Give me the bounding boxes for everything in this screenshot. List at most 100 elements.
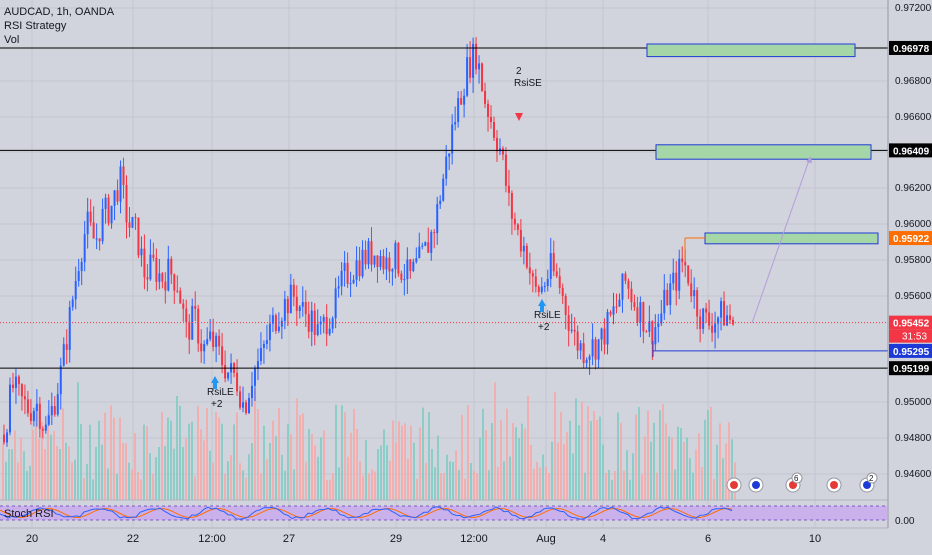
level-price-label[interactable]	[889, 143, 932, 158]
level-price-label[interactable]	[889, 361, 932, 376]
volume-bar	[713, 478, 715, 500]
candle-body	[717, 317, 720, 324]
volume-bar	[422, 407, 424, 500]
candle-body	[567, 315, 570, 331]
candle-body	[591, 339, 594, 357]
legend-symbol[interactable]: AUDCAD, 1h, OANDA	[4, 6, 115, 18]
candle-body	[373, 255, 376, 265]
candle-body	[624, 273, 627, 281]
volume-bar	[596, 420, 598, 500]
legend-volume[interactable]: Vol	[4, 34, 20, 46]
time-axis[interactable]: 20 22 12:00 27 29 12:00 Aug 4 6 10	[26, 533, 821, 545]
candle-body	[376, 255, 379, 268]
support-price-label[interactable]	[889, 343, 932, 358]
volume-bar	[47, 413, 49, 500]
countdown-text: 31:53	[902, 332, 927, 343]
candle-body	[600, 328, 603, 340]
target-zone[interactable]	[704, 232, 879, 245]
candle-body	[253, 368, 256, 386]
resistance-price-label[interactable]	[889, 231, 932, 246]
volume-bar	[620, 422, 622, 500]
candle-body	[543, 286, 546, 288]
volume-bar	[68, 446, 70, 500]
volume-bar	[515, 427, 517, 500]
current-price-label[interactable]	[889, 315, 932, 330]
volume-bar	[365, 440, 367, 500]
volume-bar	[671, 437, 673, 500]
candle-body	[501, 148, 504, 155]
volume-bar	[29, 465, 31, 500]
candle-body	[418, 246, 421, 259]
time-tick-label: 10	[809, 533, 821, 545]
candles	[3, 37, 735, 447]
candle-body	[298, 306, 301, 311]
target-zone[interactable]	[655, 144, 872, 160]
candle-body	[113, 190, 116, 206]
candle-body	[143, 248, 146, 278]
volume-bar	[170, 420, 172, 500]
price-tick-label: 0.97200	[895, 3, 932, 14]
projection-line[interactable]	[751, 157, 811, 324]
candle-body	[256, 361, 259, 369]
candle-body	[110, 205, 113, 224]
candle-body	[537, 286, 540, 293]
event-count-badge	[791, 472, 803, 484]
event-count-badge	[866, 472, 878, 484]
candle-body	[304, 301, 307, 315]
candle-body	[603, 328, 606, 345]
candle-body	[660, 313, 663, 324]
candle-body	[71, 299, 74, 308]
candle-body	[265, 340, 268, 344]
price-axis[interactable]	[887, 0, 932, 550]
volume-bar	[266, 459, 268, 500]
candle-body	[651, 321, 654, 345]
target-zone[interactable]	[646, 43, 856, 58]
time-tick-label: 27	[283, 533, 295, 545]
candle-body	[50, 406, 53, 416]
volume-bar	[533, 468, 535, 500]
candle-body	[487, 103, 490, 117]
volume-bar	[311, 433, 313, 500]
candle-body	[32, 410, 35, 421]
candle-body	[29, 413, 32, 421]
candle-body	[588, 356, 591, 360]
candle-body	[212, 331, 215, 347]
candle-body	[158, 273, 161, 282]
volume-bar	[629, 479, 631, 500]
volume-bar	[95, 446, 97, 500]
volume-bar	[206, 408, 208, 500]
candle-body	[128, 222, 131, 228]
legend-strategy[interactable]: RSI Strategy	[4, 20, 67, 32]
stoch-k-line	[0, 506, 733, 520]
volume-bar	[356, 428, 358, 500]
volume-bar	[578, 425, 580, 500]
candle-body	[218, 335, 221, 347]
level-price-label[interactable]	[889, 40, 932, 55]
volume-bar	[617, 412, 619, 500]
volume-bar	[62, 408, 64, 500]
candle-body	[8, 384, 11, 433]
volume-bar	[527, 395, 529, 500]
volume-bar	[377, 449, 379, 500]
candle-body	[388, 257, 391, 272]
volume-bar	[89, 424, 91, 500]
volume-bar	[41, 422, 43, 500]
volume-bar	[116, 473, 118, 500]
volume-bar	[224, 473, 226, 500]
candle-body	[415, 258, 418, 262]
volume-bar	[179, 405, 181, 500]
volume-bar	[419, 427, 421, 500]
volume-bar	[296, 398, 298, 500]
candle-body	[492, 121, 495, 138]
candle-body	[454, 122, 457, 125]
candle-body	[83, 234, 86, 263]
volume-bar	[188, 423, 190, 500]
volume-bar	[608, 469, 610, 500]
volume-bar	[725, 443, 727, 500]
candle-body	[570, 329, 573, 331]
candle-body	[531, 273, 534, 277]
candle-body	[702, 308, 705, 329]
volume-bar	[488, 470, 490, 500]
